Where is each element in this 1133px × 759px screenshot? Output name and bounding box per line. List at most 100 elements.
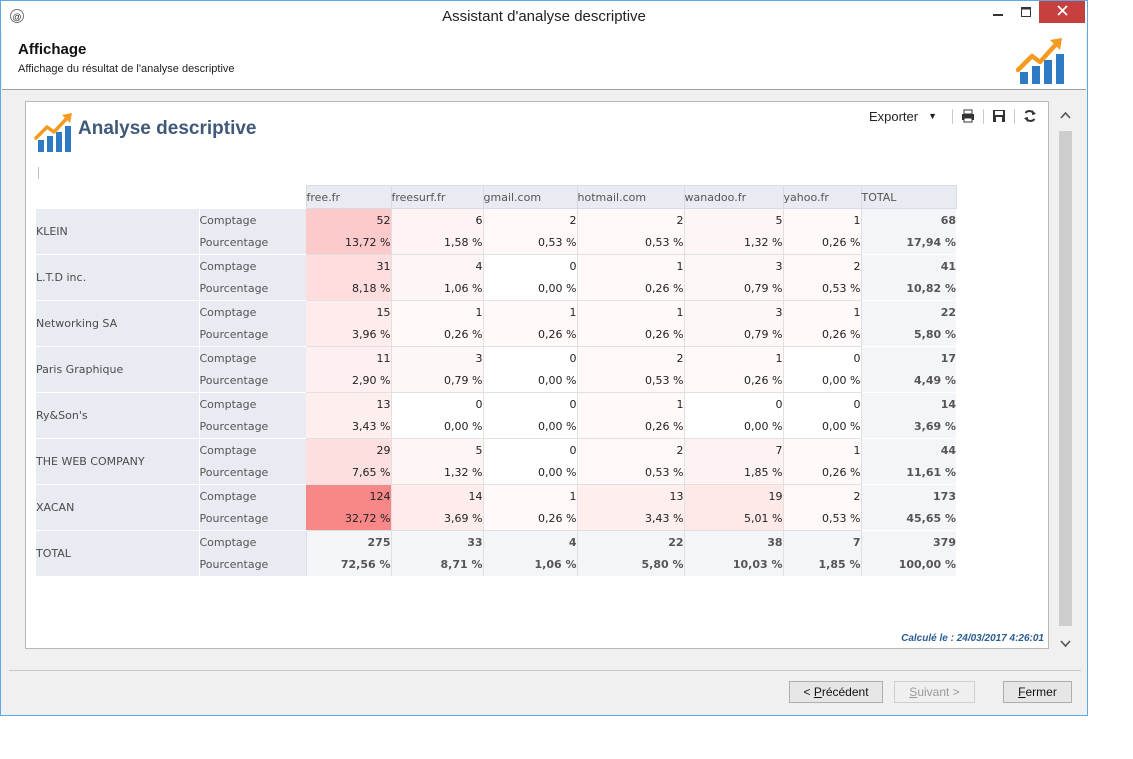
percent-cell: 10,03 % (683, 553, 783, 577)
count-cell: 275 (305, 530, 391, 554)
percent-cell: 45,65 % (860, 507, 956, 531)
close-button-mnemonic: F (1018, 685, 1026, 699)
percent-cell: 0,26 % (683, 369, 783, 393)
export-button[interactable]: Exporter (868, 108, 919, 124)
close-button[interactable]: Fermer (1003, 681, 1072, 703)
table-corner (36, 185, 199, 209)
count-cell: 0 (390, 392, 483, 416)
table-row: L.T.D inc. Comptage 31 4 0 1 3 2 41 (36, 254, 956, 301)
scroll-down-button[interactable] (1057, 637, 1074, 654)
count-cell: 0 (482, 254, 577, 278)
column-header[interactable]: gmail.com (482, 185, 578, 209)
count-cell: 379 (860, 530, 956, 554)
scroll-thumb[interactable] (1059, 131, 1072, 626)
row-label: KLEIN (36, 208, 199, 255)
count-cell: 14 (860, 392, 956, 416)
count-cell: 1 (576, 392, 684, 416)
column-header[interactable]: wanadoo.fr (683, 185, 784, 209)
percent-cell: 3,43 % (306, 415, 391, 439)
vertical-scrollbar[interactable] (1057, 98, 1074, 658)
count-cell: 33 (390, 530, 483, 554)
row-label: L.T.D inc. (36, 254, 199, 301)
percent-cell: 5,80 % (576, 553, 684, 577)
save-button[interactable] (989, 108, 1009, 124)
title-bar[interactable]: @ Assistant d'analyse descriptive (1, 1, 1087, 32)
percent-cell: 3,43 % (576, 507, 684, 531)
count-cell: 124 (306, 484, 391, 508)
count-cell: 1 (390, 300, 483, 324)
percent-cell: 0,53 % (782, 277, 861, 301)
refresh-icon (1024, 110, 1036, 122)
table-row: Pourcentage 8,18 % 1,06 % 0,00 % 0,26 % 0,79 … (36, 277, 956, 301)
count-cell: 3 (390, 346, 483, 370)
toolbar-separator (983, 108, 984, 124)
window-title: Assistant d'analyse descriptive (442, 8, 646, 25)
close-button-label: ermer (1025, 685, 1057, 699)
close-icon (1056, 5, 1068, 16)
percent-cell: 0,79 % (683, 277, 783, 301)
count-cell: 17 (860, 346, 956, 370)
count-cell: 1 (683, 346, 783, 370)
minimize-button[interactable] (983, 1, 1013, 23)
percent-cell: 5,80 % (860, 323, 956, 347)
next-button[interactable]: Suivant > (894, 681, 975, 703)
count-cell: 52 (306, 208, 391, 232)
percent-cell: 0,00 % (482, 277, 577, 301)
table-corner (199, 185, 306, 209)
measure-label: Pourcentage (198, 415, 306, 439)
next-button-label: uivant > (917, 685, 960, 699)
percent-cell: 13,72 % (306, 231, 391, 255)
count-cell: 22 (576, 530, 684, 554)
measure-label: Pourcentage (198, 507, 306, 531)
count-cell: 19 (683, 484, 783, 508)
count-cell: 2 (782, 484, 861, 508)
footer-divider (9, 670, 1081, 671)
scroll-up-button[interactable] (1057, 108, 1074, 125)
percent-cell: 3,69 % (860, 415, 956, 439)
table-row: THE WEB COMPANY Comptage 29 5 0 2 7 1 44 (36, 438, 956, 485)
page-subtitle: Affichage du résultat de l'analyse descr… (18, 63, 235, 75)
measure-label: Comptage (198, 530, 306, 554)
column-header[interactable]: freesurf.fr (390, 185, 484, 209)
percent-cell: 0,26 % (576, 415, 684, 439)
column-header[interactable]: hotmail.com (576, 185, 685, 209)
measure-label: Comptage (198, 208, 306, 232)
previous-button-label: récédent (821, 685, 869, 699)
column-header[interactable]: yahoo.fr (782, 185, 862, 209)
count-cell: 1 (482, 300, 577, 324)
percent-cell: 0,53 % (576, 461, 684, 485)
count-cell: 13 (576, 484, 684, 508)
count-cell: 5 (390, 438, 483, 462)
count-cell: 1 (482, 484, 577, 508)
count-cell: 3 (683, 300, 783, 324)
percent-cell: 8,71 % (390, 553, 483, 577)
previous-button[interactable]: < Précédent (789, 681, 883, 703)
count-cell: 173 (860, 484, 956, 508)
percent-cell: 1,32 % (683, 231, 783, 255)
print-button[interactable] (958, 108, 978, 124)
table-row: Pourcentage 3,96 % 0,26 % 0,26 % 0,26 % 0,79 … (36, 323, 956, 347)
table-row: XACAN Comptage 124 14 1 13 19 2 173 (36, 484, 956, 531)
percent-cell: 0,79 % (683, 323, 783, 347)
percent-cell: 0,00 % (782, 369, 861, 393)
wizard-header: Affichage Affichage du résultat de l'ana… (2, 32, 1086, 90)
column-header[interactable]: free.fr (305, 185, 392, 209)
percent-cell: 0,26 % (482, 323, 577, 347)
chevron-down-icon (1060, 640, 1071, 648)
percent-cell: 0,00 % (482, 415, 577, 439)
percent-cell: 2,90 % (306, 369, 391, 393)
descriptive-table: free.fr freesurf.fr gmail.com hotmail.co… (36, 185, 957, 577)
report-title: Analyse descriptive (78, 118, 257, 139)
table-row: Networking SA Comptage 15 1 1 1 3 1 22 (36, 300, 956, 347)
chevron-down-icon[interactable]: ▼ (928, 111, 937, 121)
close-window-button[interactable] (1039, 1, 1085, 23)
count-cell: 1 (782, 208, 861, 232)
percent-cell: 0,53 % (576, 231, 684, 255)
count-cell: 7 (782, 530, 861, 554)
chevron-up-icon (1060, 111, 1071, 119)
refresh-button[interactable] (1020, 108, 1040, 124)
count-cell: 2 (576, 346, 684, 370)
column-header[interactable]: TOTAL (860, 185, 957, 209)
count-cell: 68 (860, 208, 956, 232)
maximize-button[interactable] (1011, 1, 1041, 23)
